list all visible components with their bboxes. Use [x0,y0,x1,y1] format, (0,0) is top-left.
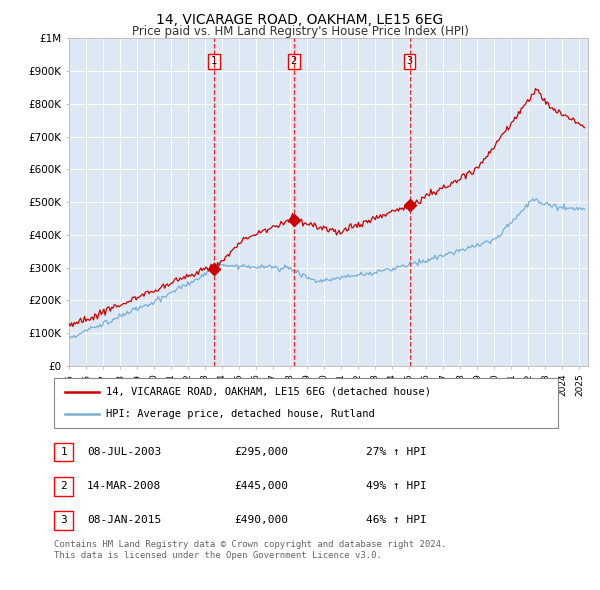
Text: 27% ↑ HPI: 27% ↑ HPI [366,447,427,457]
Text: 2: 2 [290,56,297,66]
Text: £490,000: £490,000 [234,516,288,525]
Text: 2: 2 [60,481,67,491]
Text: 14-MAR-2008: 14-MAR-2008 [87,481,161,491]
Text: 08-JAN-2015: 08-JAN-2015 [87,516,161,525]
Text: 46% ↑ HPI: 46% ↑ HPI [366,516,427,525]
Text: Contains HM Land Registry data © Crown copyright and database right 2024.
This d: Contains HM Land Registry data © Crown c… [54,540,446,560]
Text: HPI: Average price, detached house, Rutland: HPI: Average price, detached house, Rutl… [106,409,375,419]
Text: 3: 3 [407,56,413,66]
Text: 1: 1 [60,447,67,457]
Text: 1: 1 [211,56,217,66]
Text: 08-JUL-2003: 08-JUL-2003 [87,447,161,457]
Text: £295,000: £295,000 [234,447,288,457]
Text: £445,000: £445,000 [234,481,288,491]
Text: 14, VICARAGE ROAD, OAKHAM, LE15 6EG: 14, VICARAGE ROAD, OAKHAM, LE15 6EG [157,13,443,27]
Text: 14, VICARAGE ROAD, OAKHAM, LE15 6EG (detached house): 14, VICARAGE ROAD, OAKHAM, LE15 6EG (det… [106,386,431,396]
Text: 49% ↑ HPI: 49% ↑ HPI [366,481,427,491]
Text: 3: 3 [60,516,67,525]
Text: Price paid vs. HM Land Registry's House Price Index (HPI): Price paid vs. HM Land Registry's House … [131,25,469,38]
